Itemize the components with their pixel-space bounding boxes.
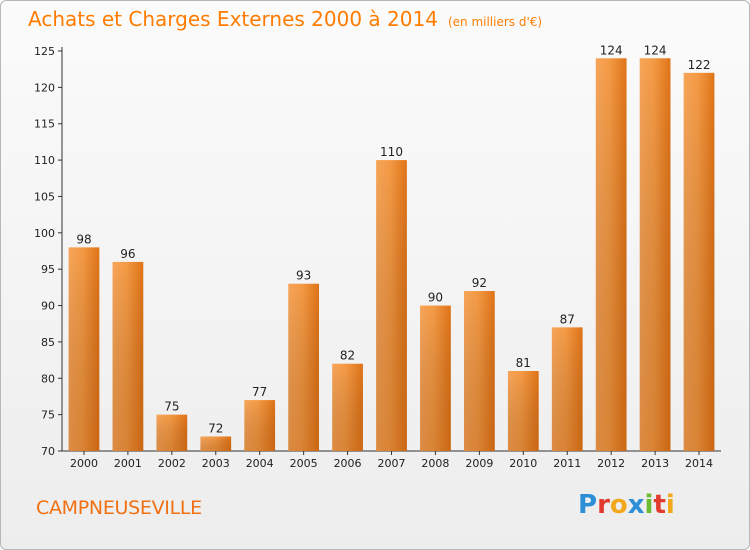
- x-tick-label: 2013: [641, 457, 669, 470]
- bar-shade-2007: [376, 160, 407, 451]
- bar-shade-2008: [420, 305, 451, 451]
- data-label-2014: 122: [688, 58, 711, 72]
- logo-letter: i: [644, 490, 654, 520]
- x-tick-label: 2012: [597, 457, 625, 470]
- logo-letter: P: [578, 490, 598, 520]
- data-label-2012: 124: [600, 43, 623, 57]
- bar-shade-2012: [595, 58, 627, 451]
- bar-shade-2009: [463, 291, 495, 451]
- x-tick-label: 2008: [421, 457, 449, 470]
- y-tick-label: 75: [41, 409, 55, 422]
- data-label-2009: 92: [472, 276, 487, 290]
- y-tick-label: 125: [34, 45, 55, 58]
- y-tick-label: 70: [41, 445, 55, 458]
- proxiti-logo[interactable]: Proxiti: [578, 490, 675, 520]
- bar-shade-2006: [332, 363, 363, 451]
- data-label-2013: 124: [644, 43, 667, 57]
- x-tick-label: 2010: [509, 457, 537, 470]
- x-tick-label: 2009: [465, 457, 493, 470]
- x-tick-label: 2003: [202, 457, 230, 470]
- y-tick-label: 110: [34, 154, 55, 167]
- logo-letter: t: [653, 490, 666, 520]
- data-label-2011: 87: [560, 312, 575, 326]
- x-tick-label: 2005: [290, 457, 318, 470]
- bar-shade-2013: [639, 58, 671, 451]
- y-tick-label: 105: [34, 190, 55, 203]
- x-axis: 2000 2001 2002 2003 2004 2005 2006 2007 2008 2009…: [62, 450, 721, 470]
- data-label-2000: 98: [76, 232, 91, 246]
- y-tick-label: 120: [34, 81, 55, 94]
- chart-header: Achats et Charges Externes 2000 à 2014 (e…: [28, 7, 542, 31]
- y-tick-label: 115: [34, 118, 55, 131]
- x-tick-label: 2014: [685, 457, 713, 470]
- x-tick-label: 2007: [378, 457, 406, 470]
- data-label-2004: 77: [252, 385, 267, 399]
- data-label-2010: 81: [516, 356, 531, 370]
- x-tick-label: 2000: [70, 457, 98, 470]
- logo-letter: o: [609, 490, 628, 520]
- data-label-2001: 96: [120, 247, 135, 261]
- y-tick-label: 100: [34, 227, 55, 240]
- bar-shade-2000: [68, 247, 100, 451]
- chart-subtitle: (en milliers d'€): [447, 15, 543, 29]
- data-label-2003: 72: [208, 421, 223, 435]
- bar-shade-2011: [551, 327, 583, 451]
- x-tick-label: 2002: [158, 457, 186, 470]
- bar-shade-2005: [288, 283, 320, 451]
- y-axis: 70 75 80 85 90 95 100 105 110 115 120 125: [34, 45, 63, 458]
- x-tick-label: 2011: [553, 457, 581, 470]
- data-label-2007: 110: [380, 145, 403, 159]
- bar-shade-2001: [112, 261, 144, 451]
- logo-letter: i: [665, 490, 675, 520]
- y-tick-label: 80: [41, 372, 55, 385]
- y-tick-label: 85: [41, 336, 55, 349]
- data-label-2006: 82: [340, 349, 355, 363]
- bar-shade-2004: [244, 400, 276, 451]
- y-tick-label: 95: [41, 263, 55, 276]
- data-label-2002: 75: [164, 400, 179, 414]
- bar-shade-2010: [507, 371, 539, 451]
- town-name: CAMPNEUSEVILLE: [36, 497, 202, 519]
- x-tick-label: 2001: [114, 457, 142, 470]
- chart-title: Achats et Charges Externes 2000 à 2014: [28, 7, 438, 31]
- x-tick-label: 2004: [246, 457, 274, 470]
- data-labels-group: 98 96 75 72 77 93 82 110 90 92 81 87 124 124 122: [76, 43, 710, 435]
- logo-letter: r: [597, 490, 610, 520]
- bar-shade-2002: [156, 414, 188, 451]
- x-tick-label: 2006: [334, 457, 362, 470]
- logo-letter: x: [627, 490, 645, 520]
- data-label-2005: 93: [296, 269, 311, 283]
- bar-shade-2003: [200, 436, 232, 451]
- y-tick-label: 90: [41, 300, 55, 313]
- bar-shade-2014: [683, 72, 715, 452]
- data-label-2008: 90: [428, 291, 443, 305]
- bars-group: [68, 58, 715, 452]
